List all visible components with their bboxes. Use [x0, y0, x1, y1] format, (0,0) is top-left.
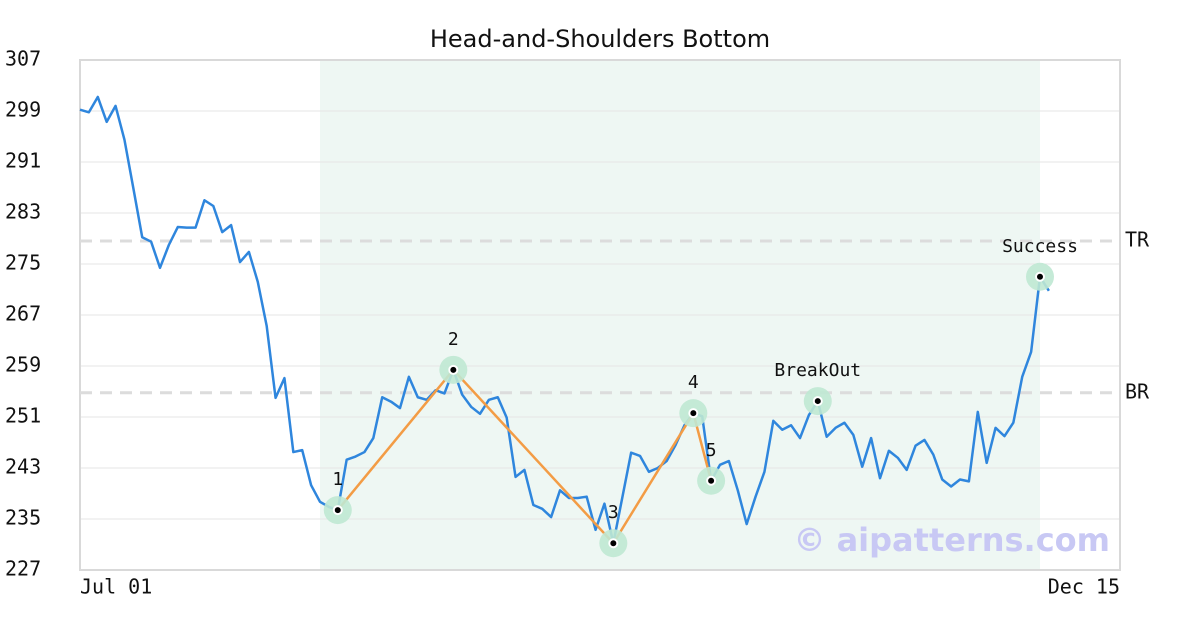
y-tick-label: 267: [5, 302, 41, 326]
pattern-point: [332, 505, 343, 516]
y-tick-label: 251: [5, 404, 41, 428]
x-tick-label: Dec 15: [1048, 575, 1120, 599]
pattern-point: [448, 364, 459, 375]
level-label: BR: [1125, 379, 1150, 403]
signal-point-label: BreakOut: [774, 360, 861, 381]
pattern-point: [706, 475, 717, 486]
pattern-point-label: 1: [332, 469, 343, 490]
y-tick-label: 283: [5, 200, 41, 224]
plot-frame: [79, 59, 1121, 571]
y-tick-label: 291: [5, 149, 41, 173]
pattern-point-label: 3: [608, 502, 619, 523]
x-tick-label: Jul 01: [80, 575, 152, 599]
price-line: [79, 95, 1050, 545]
y-tick-label: 235: [5, 506, 41, 530]
pattern-point-label: 4: [688, 372, 699, 393]
chart-title: Head-and-Shoulders Bottom: [430, 25, 770, 53]
signal-point: [1035, 271, 1045, 282]
watermark: © aipatterns.com: [793, 521, 1110, 559]
pattern-point-label: 2: [448, 329, 459, 350]
y-tick-label: 259: [5, 353, 41, 377]
y-tick-label: 275: [5, 251, 41, 275]
signal-point-label: Success: [1002, 236, 1078, 257]
pattern-point-label: 5: [706, 440, 717, 461]
y-tick-label: 243: [5, 455, 41, 479]
pattern-point: [688, 408, 699, 419]
signal-point: [812, 396, 823, 407]
level-label: TR: [1125, 228, 1150, 252]
y-tick-label: 307: [5, 47, 41, 71]
y-tick-label: 227: [5, 557, 41, 581]
y-tick-label: 299: [5, 98, 41, 122]
pattern-point: [608, 538, 619, 549]
